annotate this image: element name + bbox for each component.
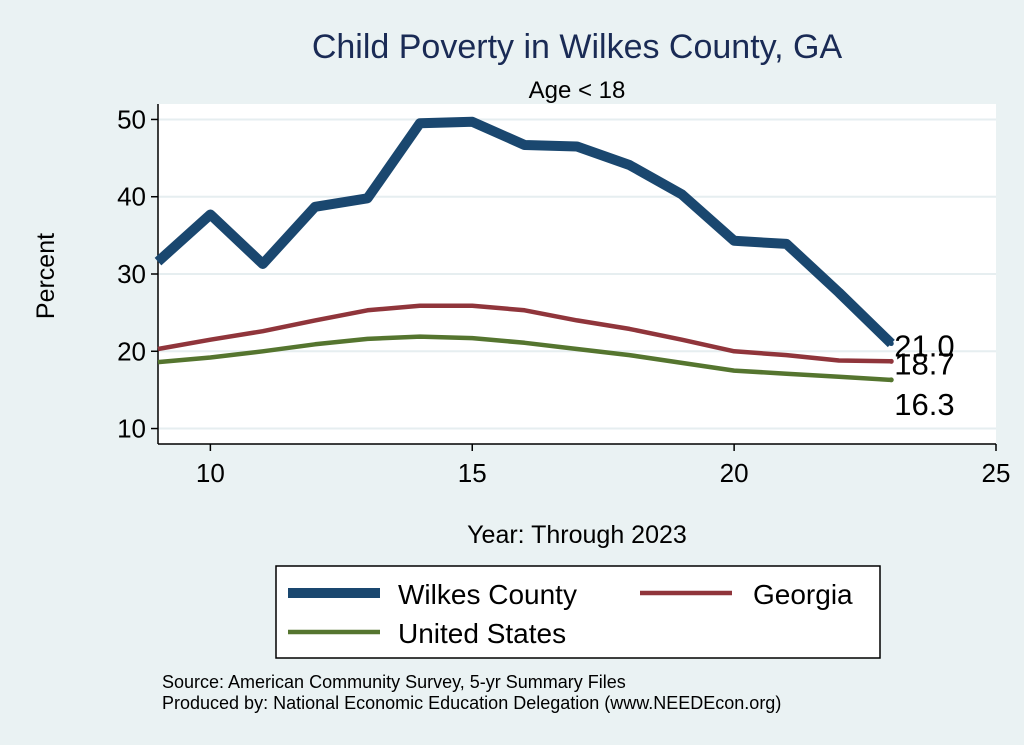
end-labels: 21.018.7 16.3 bbox=[894, 329, 954, 422]
x-tick-label-25: 25 bbox=[982, 458, 1011, 488]
end-label-georgia: 18.7 bbox=[894, 346, 954, 381]
series-line-united-states bbox=[157, 334, 892, 383]
legend-label-wilkes-county: Wilkes County bbox=[398, 579, 577, 610]
legend: Wilkes County Georgia United States bbox=[275, 565, 881, 659]
end-marker-georgia bbox=[888, 358, 894, 364]
y-tick-label-50: 50 bbox=[117, 104, 146, 134]
legend-label-georgia: Georgia bbox=[753, 579, 853, 610]
end-label-united-states: 16.3 bbox=[894, 387, 954, 422]
y-tick-label-40: 40 bbox=[117, 182, 146, 212]
end-marker-united-states bbox=[888, 377, 894, 383]
y-tick-label-30: 30 bbox=[117, 259, 146, 289]
series-lines bbox=[154, 116, 895, 383]
y-tick-label-20: 20 bbox=[117, 336, 146, 366]
end-marker-wilkes-county bbox=[888, 341, 894, 347]
x-tick-label-10: 10 bbox=[196, 458, 225, 488]
producer-note: Produced by: National Economic Education… bbox=[162, 693, 781, 713]
chart-subtitle: Age < 18 bbox=[529, 77, 626, 104]
grid-lines bbox=[158, 118, 996, 430]
end-label-wilkes-county: 21.0 bbox=[894, 329, 954, 364]
axes: 10 20 30 40 50 10 15 20 25 bbox=[117, 104, 1010, 488]
x-tick-label-15: 15 bbox=[458, 458, 487, 488]
legend-label-united-states: United States bbox=[398, 618, 566, 649]
series-line-wilkes-county bbox=[154, 116, 895, 348]
chart-title: Child Poverty in Wilkes County, GA bbox=[312, 28, 843, 66]
source-note: Source: American Community Survey, 5-yr … bbox=[162, 672, 626, 692]
x-axis-label: Year: Through 2023 bbox=[467, 521, 687, 549]
y-tick-label-10: 10 bbox=[117, 414, 146, 444]
x-tick-label-20: 20 bbox=[720, 458, 749, 488]
y-axis-label: Percent bbox=[32, 233, 60, 319]
series-line-georgia bbox=[157, 303, 892, 364]
legend-box bbox=[275, 565, 881, 659]
